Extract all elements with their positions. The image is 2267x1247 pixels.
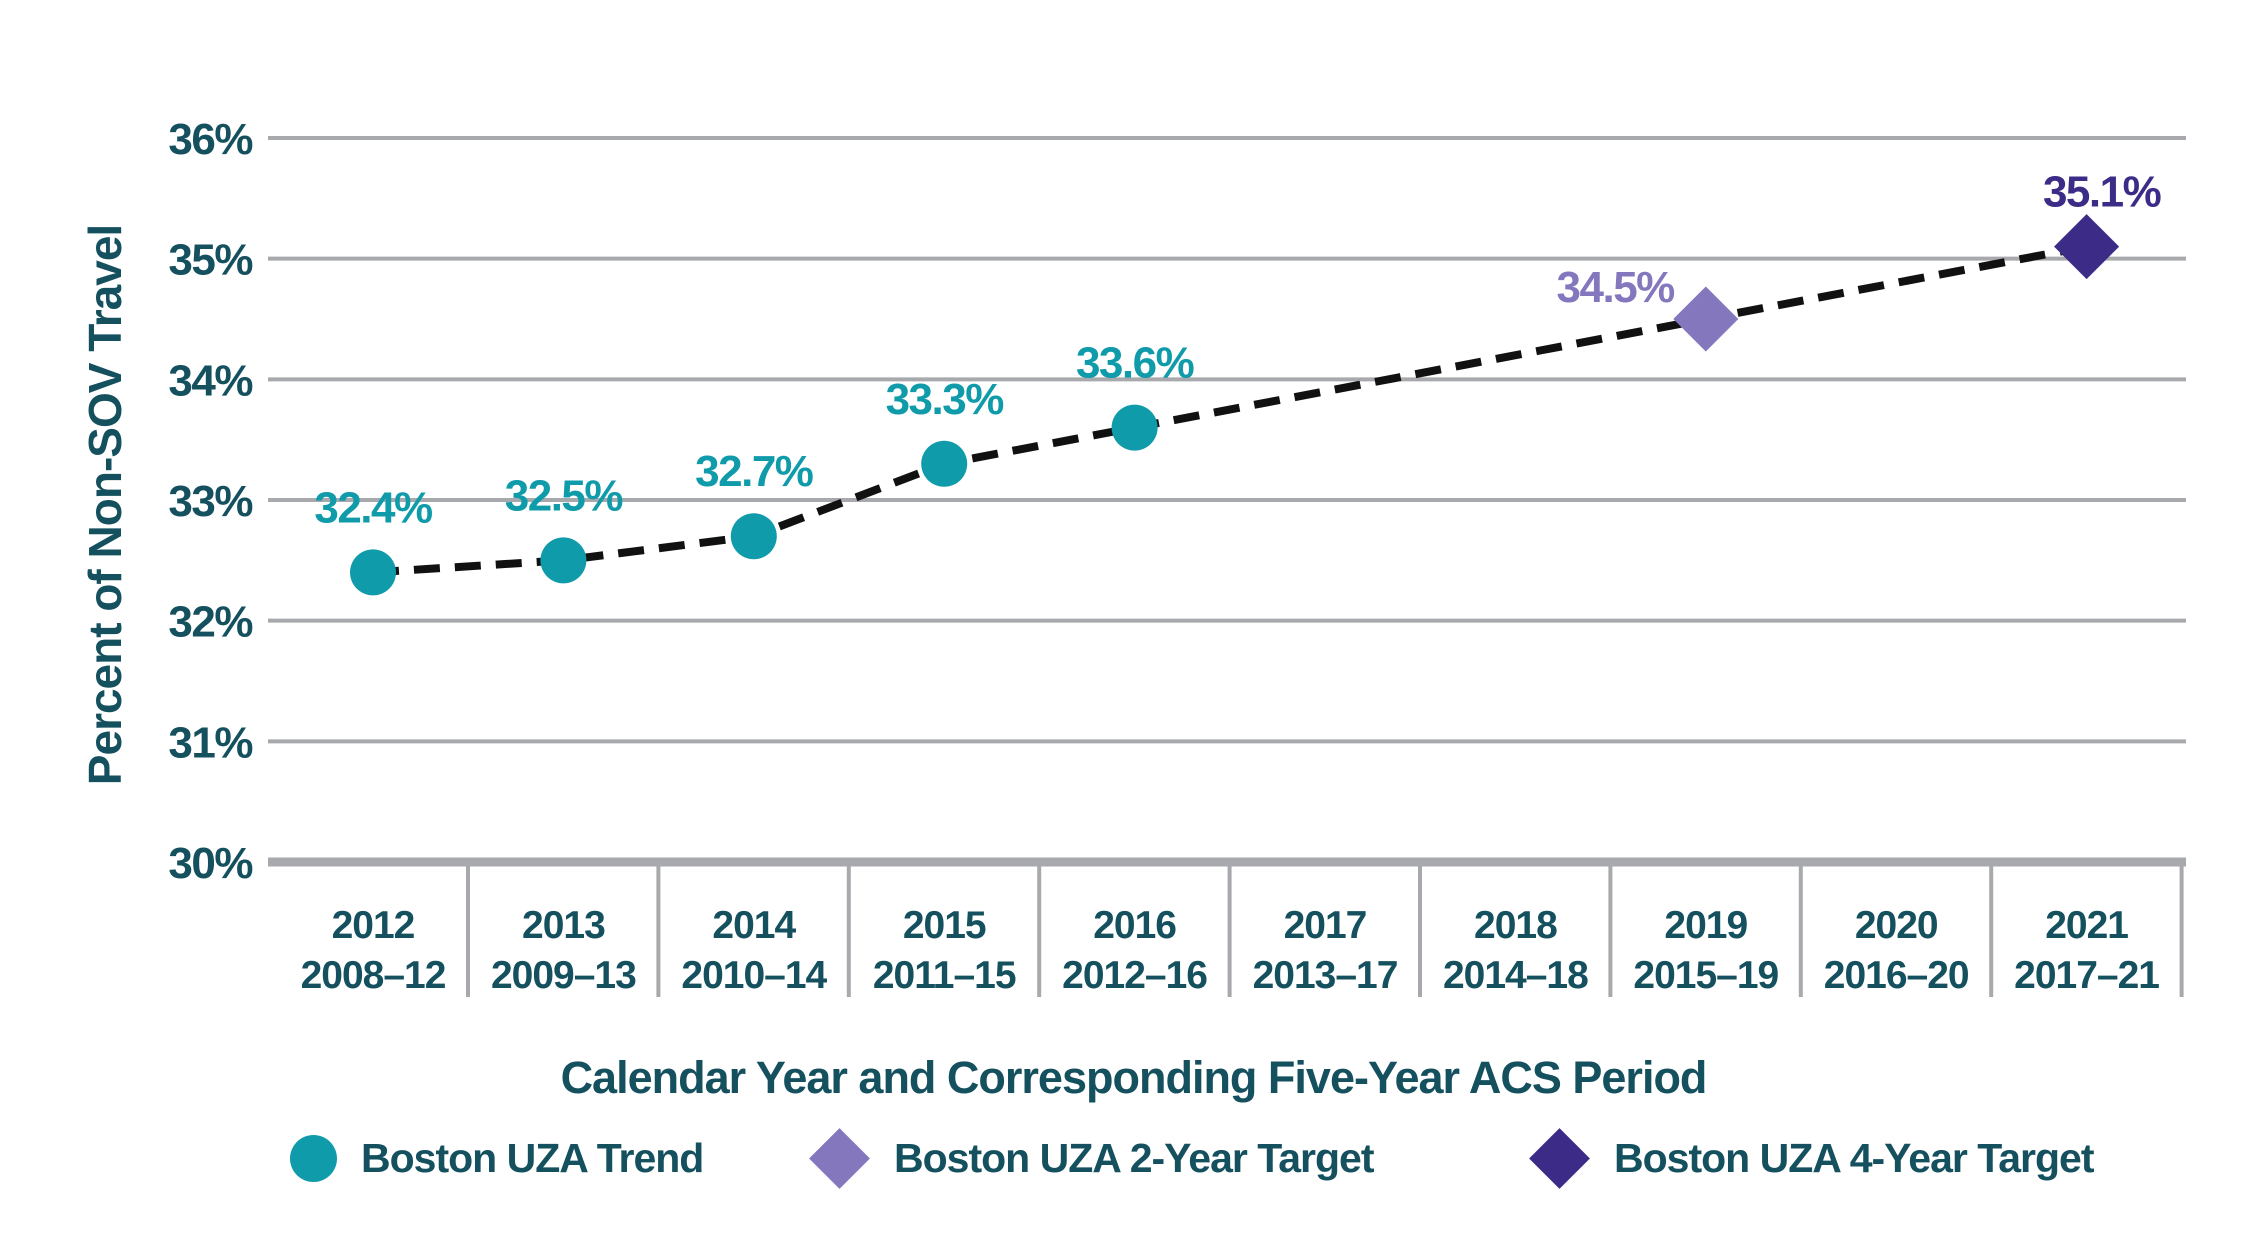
legend-item-trend[interactable]: Boston UZA Trend <box>290 1126 704 1190</box>
y-tick-label-35: 35% <box>168 236 252 285</box>
y-tick-label-32: 32% <box>168 598 252 647</box>
x-label-period-2021: 2017–21 <box>2014 954 2159 997</box>
x-label-year-2019: 2019 <box>1664 904 1747 947</box>
data-point-2013-trend[interactable] <box>540 537 587 584</box>
x-label-year-2015: 2015 <box>903 904 986 947</box>
y-tick-label-30: 30% <box>168 839 252 888</box>
x-label-period-2018: 2014–18 <box>1443 954 1588 997</box>
x-label-period-2012: 2008–12 <box>301 954 446 997</box>
data-label-2015: 33.3% <box>886 375 1004 424</box>
x-label-year-2017: 2017 <box>1284 904 1367 947</box>
y-axis-title-text: Percent of Non-SOV Travel <box>79 224 132 786</box>
x-label-period-2014: 2010–14 <box>681 954 827 997</box>
data-point-2012-trend[interactable] <box>350 549 396 596</box>
data-label-2021: 35.1% <box>2043 168 2161 217</box>
data-label-2014: 32.7% <box>695 447 813 496</box>
trend-circle-icon <box>290 1134 337 1182</box>
x-label-year-2012: 2012 <box>332 904 415 947</box>
y-tick-label-34: 34% <box>168 356 252 405</box>
x-label-period-2013: 2009–13 <box>491 954 636 997</box>
y-tick-label-31: 31% <box>168 718 252 767</box>
legend: Boston UZA Trend Boston UZA 2-Year Targe… <box>0 1120 2267 1200</box>
x-label-year-2020: 2020 <box>1855 904 1938 947</box>
x-label-period-2019: 2015–19 <box>1633 954 1778 997</box>
legend-label-trend: Boston UZA Trend <box>361 1134 704 1181</box>
x-axis-title: Calendar Year and Corresponding Five-Yea… <box>560 1052 1708 1103</box>
four-year-target-diamond-icon <box>1528 1127 1590 1189</box>
data-label-2012: 32.4% <box>314 483 432 532</box>
legend-item-2yr-target[interactable]: Boston UZA 2-Year Target <box>808 1126 1374 1190</box>
x-label-year-2018: 2018 <box>1474 904 1557 947</box>
data-point-2015-trend[interactable] <box>921 440 968 487</box>
data-label-2016: 33.6% <box>1076 339 1194 388</box>
x-label-period-2016: 2012–16 <box>1062 954 1207 997</box>
x-label-year-2021: 2021 <box>2045 904 2128 947</box>
x-label-period-2015: 2011–15 <box>873 954 1016 997</box>
x-label-period-2020: 2016–20 <box>1824 954 1969 997</box>
data-label-2013: 32.5% <box>505 471 623 520</box>
trend-dashed-line <box>372 242 2088 577</box>
y-tick-label-33: 33% <box>168 477 252 526</box>
x-label-period-2017: 2013–17 <box>1253 954 1398 997</box>
data-point-2014-trend[interactable] <box>730 513 777 560</box>
x-label-year-2014: 2014 <box>712 904 796 947</box>
two-year-target-diamond-icon <box>808 1127 870 1189</box>
data-point-2016-trend[interactable] <box>1111 404 1158 451</box>
y-tick-label-36: 36% <box>168 115 252 164</box>
data-label-2019: 34.5% <box>1557 263 1675 312</box>
x-label-year-2013: 2013 <box>522 904 605 947</box>
legend-label-4yr-target: Boston UZA 4-Year Target <box>1614 1134 2094 1181</box>
legend-item-4yr-target[interactable]: Boston UZA 4-Year Target <box>1528 1126 2094 1190</box>
legend-label-2yr-target: Boston UZA 2-Year Target <box>894 1134 1374 1181</box>
x-label-year-2016: 2016 <box>1093 904 1176 947</box>
data-point-2019-target[interactable] <box>1673 286 1739 352</box>
data-point-2021-target[interactable] <box>2054 214 2120 280</box>
